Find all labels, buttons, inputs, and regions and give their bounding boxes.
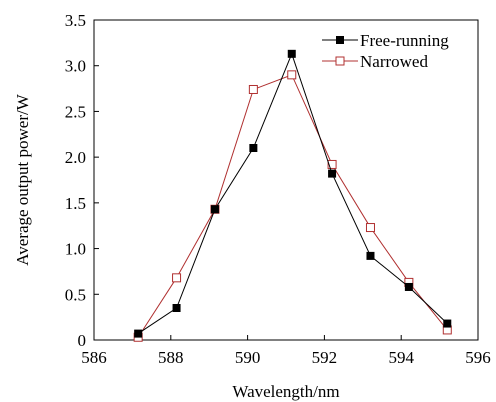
data-point	[287, 49, 296, 58]
legend-marker	[335, 56, 345, 66]
y-tick-label: 2.5	[65, 102, 86, 121]
x-tick-label: 590	[235, 348, 261, 367]
y-tick-label: 3.5	[65, 11, 86, 30]
legend: Free-running Narrowed	[322, 31, 449, 71]
legend-item: Free-running	[322, 31, 449, 50]
series-narrowed	[133, 70, 452, 342]
x-axis-title: Wavelength/nm	[232, 382, 339, 401]
y-tick-label: 2.0	[65, 148, 86, 167]
plot-frame	[93, 19, 479, 341]
data-point	[328, 169, 337, 178]
legend-label: Free-running	[360, 31, 449, 50]
data-point	[327, 159, 337, 169]
data-point	[248, 84, 258, 94]
y-tick-label: 1.5	[65, 194, 86, 213]
data-point	[443, 319, 452, 328]
y-tick-label: 0	[78, 331, 87, 350]
data-point	[366, 251, 375, 260]
x-tick-label: 592	[312, 348, 338, 367]
data-point	[134, 329, 143, 338]
data-point	[287, 70, 297, 80]
series-line	[137, 52, 448, 335]
data-point	[249, 144, 258, 152]
x-tick-label: 588	[158, 348, 184, 367]
x-tick-label: 594	[388, 348, 414, 367]
series-free-running	[134, 49, 452, 338]
y-axis: 0 0.5 1.0 1.5 2.0 2.5 3.0 3.5	[65, 11, 99, 350]
series-line	[137, 74, 448, 338]
y-axis-title: Average output power/W	[13, 93, 32, 265]
data-point	[172, 304, 181, 312]
x-tick-label: 586	[81, 348, 107, 367]
data-point	[404, 282, 413, 291]
y-tick-label: 3.0	[65, 57, 86, 76]
y-tick-label: 1.0	[65, 240, 86, 259]
plot-area	[93, 19, 479, 341]
y-tick-label: 0.5	[65, 285, 86, 304]
x-tick-label: 596	[465, 348, 491, 367]
legend-marker	[336, 36, 344, 44]
data-point	[210, 205, 219, 214]
x-axis: 586 588 590 592 594 596	[81, 335, 491, 367]
legend-label: Narrowed	[360, 52, 428, 71]
legend-item: Narrowed	[322, 52, 428, 71]
series-layer	[133, 49, 452, 342]
data-point	[365, 223, 375, 233]
data-point	[172, 273, 182, 283]
